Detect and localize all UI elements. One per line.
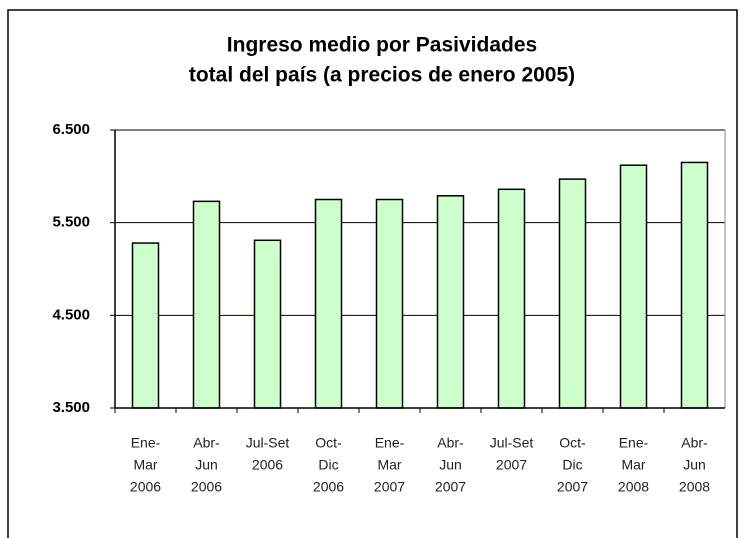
x-tick-label: Ene- (619, 435, 649, 451)
y-tick-label: 6.500 (52, 121, 90, 138)
chart-title: Ingreso medio por Pasividades (227, 34, 537, 57)
x-tick-label: 2006 (252, 457, 283, 473)
x-tick-label: 2007 (435, 479, 466, 495)
x-tick-label: 2008 (618, 479, 649, 495)
x-tick-label: Dic (318, 457, 338, 473)
x-tick-label: Oct- (559, 435, 586, 451)
y-tick-label: 4.500 (52, 306, 90, 323)
x-tick-label: Abr- (681, 435, 708, 451)
x-tick-label: Abr- (193, 435, 220, 451)
x-tick-label: 2007 (557, 479, 588, 495)
chart-title: total del país (a precios de enero 2005) (189, 64, 575, 87)
x-tick-label: 2007 (496, 457, 527, 473)
x-tick-label: Jun (195, 457, 218, 473)
bar (253, 239, 282, 409)
bar (558, 178, 587, 409)
x-tick-label: Mar (133, 457, 157, 473)
x-tick-label: Ene- (131, 435, 161, 451)
bar (497, 188, 526, 409)
bar (192, 200, 221, 409)
y-tick-label: 5.500 (52, 214, 90, 231)
bar (619, 164, 648, 409)
y-tick-label: 3.500 (52, 399, 90, 416)
x-tick-label: Mar (377, 457, 401, 473)
x-tick-label: Jun (439, 457, 462, 473)
bar (680, 161, 709, 409)
bar (131, 242, 160, 409)
x-tick-label: Jul-Set (490, 435, 534, 451)
x-tick-label: Jul-Set (246, 435, 290, 451)
x-tick-label: 2008 (679, 479, 710, 495)
bar (314, 198, 343, 409)
x-tick-label: 2007 (374, 479, 405, 495)
x-tick-label: 2006 (191, 479, 222, 495)
bar (436, 195, 465, 409)
chart-frame (7, 9, 738, 538)
x-tick-label: Jun (683, 457, 706, 473)
x-tick-label: Abr- (437, 435, 464, 451)
x-tick-label: 2006 (130, 479, 161, 495)
x-tick-label: Oct- (315, 435, 342, 451)
bar (375, 198, 404, 409)
x-tick-label: Ene- (375, 435, 405, 451)
x-tick-label: Dic (562, 457, 582, 473)
x-tick-label: 2006 (313, 479, 344, 495)
x-tick-label: Mar (621, 457, 645, 473)
